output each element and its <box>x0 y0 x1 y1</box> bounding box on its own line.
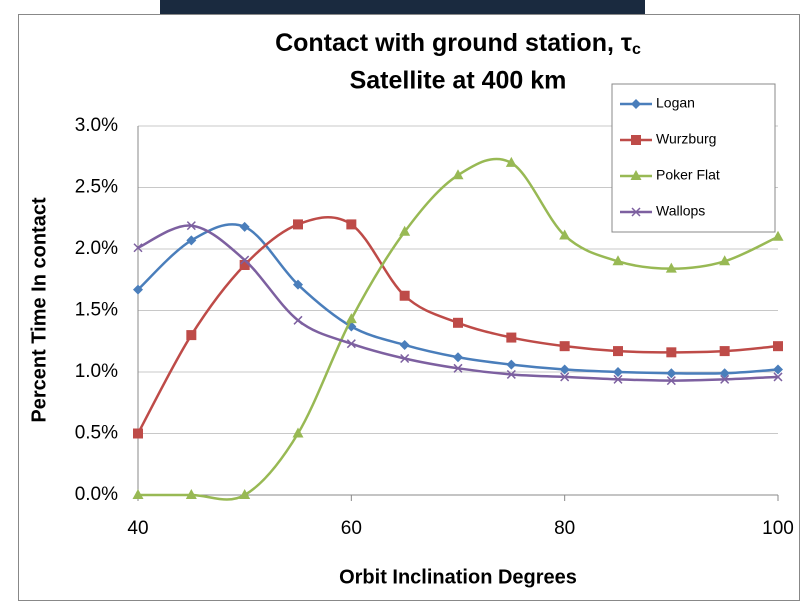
marker <box>186 221 196 231</box>
title-subscript: c <box>632 41 641 58</box>
marker <box>505 156 517 167</box>
x-tick-label: 40 <box>127 518 148 539</box>
marker <box>719 368 730 379</box>
y-tick-label: 2.5% <box>75 177 118 198</box>
marker <box>720 374 730 384</box>
marker <box>631 207 641 217</box>
marker <box>613 374 623 384</box>
marker <box>773 372 783 382</box>
marker <box>453 352 463 363</box>
header-image <box>160 0 645 14</box>
title-text: Contact with ground station, τ <box>275 29 632 57</box>
marker <box>399 339 410 350</box>
marker <box>185 489 197 499</box>
marker <box>453 363 463 373</box>
chart-title: Contact with ground station, τc <box>275 29 641 59</box>
marker <box>631 135 641 145</box>
y-tick-label: 0.0% <box>75 484 118 505</box>
marker <box>132 489 144 499</box>
legend-box <box>611 83 776 233</box>
x-tick-label: 100 <box>762 518 794 539</box>
marker <box>560 372 570 382</box>
marker <box>631 99 641 109</box>
marker <box>772 230 784 241</box>
marker <box>665 262 677 273</box>
y-tick-label: 0.5% <box>75 423 118 444</box>
marker <box>293 279 303 290</box>
marker <box>346 339 356 349</box>
marker <box>293 219 303 230</box>
marker <box>452 169 464 180</box>
legend-label: Wallops <box>656 203 705 219</box>
y-tick-label: 3.0% <box>75 115 118 136</box>
marker <box>613 367 623 377</box>
marker <box>719 346 730 357</box>
marker <box>133 428 143 439</box>
marker <box>133 284 143 295</box>
marker <box>453 317 463 328</box>
marker <box>666 347 677 358</box>
y-tick-label: 1.0% <box>75 361 118 382</box>
y-tick-label: 1.5% <box>75 300 118 321</box>
marker <box>506 359 517 370</box>
marker <box>559 341 570 352</box>
y-tick-label: 2.0% <box>75 238 118 259</box>
marker <box>666 376 676 386</box>
marker <box>630 170 642 180</box>
marker <box>292 427 304 438</box>
marker <box>293 315 303 325</box>
marker <box>506 332 517 343</box>
legend-label: Poker Flat <box>656 167 720 183</box>
marker <box>345 313 357 324</box>
marker <box>400 353 410 364</box>
marker <box>773 364 783 375</box>
y-axis-title: Percent Time In contact <box>28 197 50 423</box>
legend-label: Logan <box>656 95 695 111</box>
marker <box>612 255 624 266</box>
marker <box>239 221 250 232</box>
marker <box>240 255 250 265</box>
x-tick-label: 60 <box>341 518 362 539</box>
series-line <box>138 157 779 501</box>
marker <box>666 368 677 379</box>
marker <box>186 235 197 246</box>
marker <box>559 364 570 375</box>
marker <box>399 290 410 301</box>
marker <box>133 243 143 253</box>
marker <box>399 225 411 236</box>
marker <box>186 330 197 341</box>
legend-label: Wurzburg <box>656 131 716 147</box>
marker <box>613 346 623 357</box>
marker <box>719 255 731 266</box>
marker <box>506 369 516 379</box>
x-tick-label: 80 <box>554 518 575 539</box>
marker <box>239 489 251 499</box>
marker <box>559 229 571 240</box>
marker <box>346 219 357 230</box>
x-axis-title: Orbit Inclination Degrees <box>339 566 577 588</box>
marker <box>773 341 783 352</box>
chart-subtitle: Satellite at 400 km <box>350 67 567 95</box>
marker <box>239 259 250 270</box>
